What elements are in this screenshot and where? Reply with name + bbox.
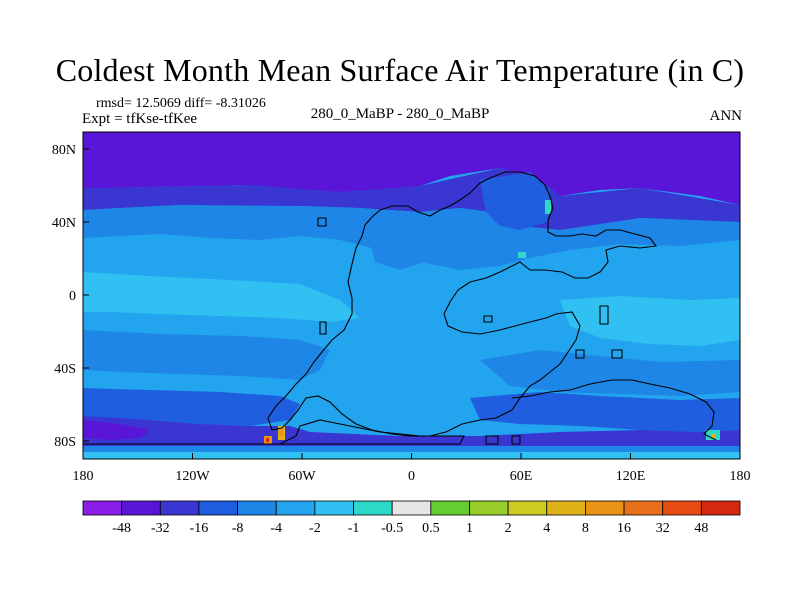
y-tick-marks [83,148,89,442]
colorbar-label: -2 [309,521,321,536]
colorbar-box [391,500,432,516]
coastline-east-landmass [511,379,717,441]
season-label: ANN [709,108,743,124]
comparison-label: 280_0_MaBP - 280_0_MaBP [310,106,490,122]
coastline-island-4 [599,305,609,325]
hot-spot-west [266,438,269,442]
field-south-mid-band-east [480,350,740,396]
y-tick-label: 40N [52,216,76,231]
colorbar-label: -4 [270,521,282,536]
x-tick-labels: 180 120W 60W 0 60E 120E 180 [73,469,751,484]
colorbar-label: -48 [112,521,131,536]
y-tick-label: 80N [52,143,76,158]
colorbar-box [700,500,741,516]
x-tick-marks [82,453,741,459]
stats-line: rmsd= 12.5069 diff= -8.31026 [96,96,266,111]
field-arctic-band [83,132,740,205]
colorbar-box [198,500,238,516]
y-tick-label: 0 [69,289,76,304]
experiment-label: Expt = tfKse-tfKee [82,111,198,127]
coastline-island-8 [511,435,521,445]
coastline-island-3 [483,315,493,323]
x-tick-label: 180 [730,469,751,484]
colorbar-box [353,500,393,516]
colorbar [82,500,741,516]
colorbar-label: 2 [505,521,512,536]
colorbar-label: -32 [151,521,170,536]
field-south-cool-band-east [470,392,740,432]
field-south-mid-band [83,330,330,380]
x-tick-label: 120W [175,469,210,484]
colorbar-box [507,500,548,516]
coastline-island-7 [485,435,499,445]
colorbar-label: 48 [694,521,708,536]
colorbar-box [314,500,354,516]
y-tick-label: 40S [54,362,76,377]
colorbar-label: -0.5 [381,521,403,536]
figure-title: Coldest Month Mean Surface Air Temperatu… [55,52,745,88]
field-north-cool-band [83,168,740,230]
colorbar-box [82,500,123,516]
coastline-antarctic [83,419,465,445]
colorbar-label: 16 [617,521,631,536]
colorbar-label: -8 [232,521,244,536]
colorbar-box [469,500,509,516]
field-tropical-ocean [560,296,740,346]
colorbar-label: -16 [190,521,209,536]
colorbar-box [585,500,625,516]
x-tick-label: 60E [510,469,533,484]
colorbar-box [430,500,470,516]
colorbar-box [159,500,200,516]
coastline-island-1 [317,217,327,227]
warm-spot-east [711,434,715,438]
colorbar-labels: -48 -32 -16 -8 -4 -2 -1 -0.5 0.5 1 2 4 8 16 32 48 [112,521,708,536]
field-antarctic-core [83,420,150,440]
y-tick-labels: 80N 40N 0 40S 80S [52,143,76,450]
colorbar-label: 32 [656,521,670,536]
x-tick-label: 180 [73,469,94,484]
temperature-field [83,132,740,459]
coastline-island-5 [575,349,585,359]
cyan-spot-asia [545,200,551,214]
colorbar-box [275,500,316,516]
colorbar-label: -1 [348,521,360,536]
colorbar-label: 8 [582,521,589,536]
x-tick-label: 0 [408,469,415,484]
field-south-cool-band [83,388,300,426]
coastline-supercontinent [267,171,658,437]
field-asia-cold [480,172,550,230]
colorbar-box [662,500,702,516]
hot-spot-peninsula [279,430,283,436]
cyan-spot-tibet [518,252,526,258]
colorbar-box [237,500,277,516]
colorbar-label: 4 [543,521,550,536]
x-tick-label: 60W [288,469,316,484]
field-northamerica-cold [365,212,440,270]
colorbar-label: 0.5 [422,521,440,536]
coastline-island-6 [611,349,623,359]
coastlines [83,171,717,445]
colorbar-box [546,500,586,516]
field-equatorial-band [83,272,360,322]
y-tick-label: 80S [54,435,76,450]
coastline-island-2 [319,321,327,335]
colorbar-box [121,500,161,516]
x-tick-label: 120E [616,469,646,484]
colorbar-box [623,500,664,516]
colorbar-label: 1 [466,521,473,536]
